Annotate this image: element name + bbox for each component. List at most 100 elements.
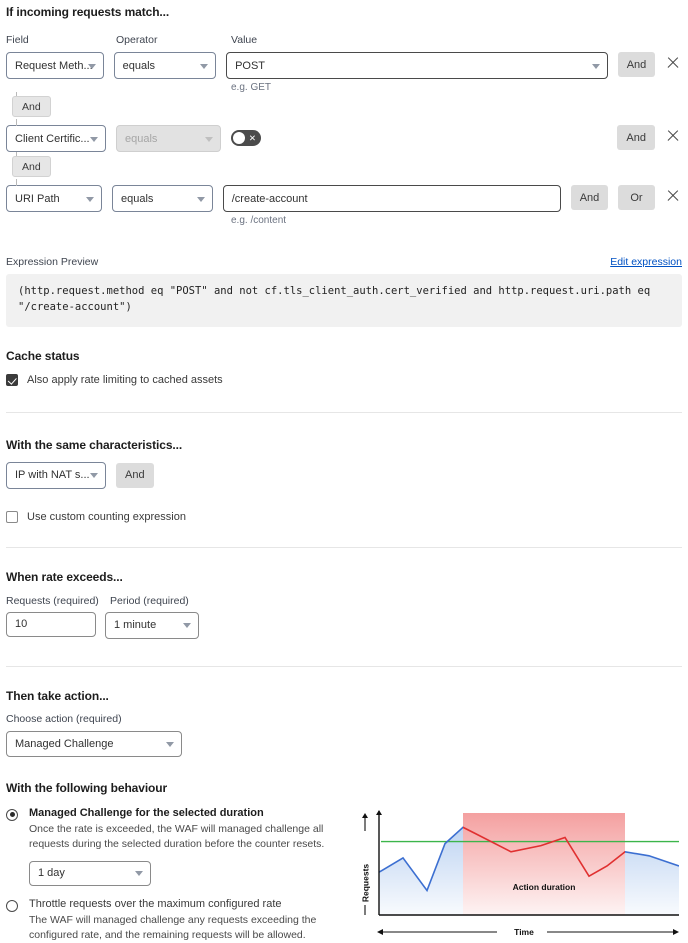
and-button-row-0[interactable]: And: [618, 52, 655, 77]
match-title: If incoming requests match...: [6, 5, 170, 19]
column-header-field: Field: [6, 34, 29, 46]
connector-line-top: [16, 92, 17, 99]
and-button-row-1[interactable]: And: [617, 125, 655, 150]
rate-title: When rate exceeds...: [6, 569, 123, 584]
option-1-desc: The WAF will managed challenge any reque…: [29, 913, 317, 942]
operator-select-1: equals: [116, 125, 221, 152]
chevron-down-icon: [135, 871, 143, 877]
divider: [6, 411, 682, 413]
rate-section: When rate exceeds... Requests (required)…: [6, 570, 682, 639]
expression-preview-text: (http.request.method eq "POST" and not c…: [6, 274, 682, 327]
and-connector-chip-0[interactable]: And: [12, 96, 51, 117]
and-connector-0: And: [6, 92, 682, 126]
rate-limit-chart: Requests Time Action duration: [361, 809, 679, 937]
behaviour-options: Managed Challenge for the selected durat…: [6, 807, 345, 943]
chevron-down-icon: [166, 741, 174, 747]
edit-expression-link[interactable]: Edit expression: [610, 256, 682, 268]
radio-throttle[interactable]: [6, 899, 18, 912]
field-select-2[interactable]: URI Path: [6, 185, 103, 212]
chevron-down-icon: [200, 63, 209, 69]
column-header-operator: Operator: [116, 34, 158, 46]
and-connector-chip-1[interactable]: And: [12, 156, 51, 177]
cert-verified-toggle[interactable]: ✕: [231, 130, 261, 146]
duration-select-value: 1 day: [38, 867, 65, 880]
rule-rows: Request Meth... equals POST And e.g. GET: [6, 52, 682, 226]
requests-label: Requests (required): [6, 594, 99, 607]
field-select-0[interactable]: Request Meth...: [6, 52, 104, 79]
connector-line-bottom: [16, 179, 17, 186]
rule-row: Client Certific... equals ✕ And: [6, 125, 682, 153]
behaviour-title: With the following behaviour: [6, 780, 168, 795]
custom-counting-label: Use custom counting expression: [27, 510, 186, 523]
svg-text:Requests: Requests: [361, 863, 371, 902]
chevron-down-icon: [87, 63, 96, 69]
option-1-title: Throttle requests over the maximum confi…: [29, 897, 282, 910]
remove-row-0-icon[interactable]: [664, 52, 682, 74]
custom-counting-checkbox[interactable]: [6, 510, 18, 523]
characteristics-section: With the same characteristics... IP with…: [6, 438, 682, 523]
and-connector-1: And: [6, 152, 682, 186]
requests-input-value: 10: [15, 618, 28, 631]
chevron-down-icon: [205, 136, 213, 142]
operator-select-0[interactable]: equals: [113, 52, 217, 79]
characteristic-select-value: IP with NAT s...: [15, 469, 90, 482]
chevron-down-icon: [183, 623, 191, 629]
radio-managed-challenge[interactable]: [6, 808, 18, 821]
expression-preview-section: Expression Preview Edit expression (http…: [6, 256, 682, 327]
rule-row: URI Path equals /create-account And Or e…: [6, 185, 682, 226]
expression-preview-label: Expression Preview: [6, 256, 99, 268]
characteristic-select[interactable]: IP with NAT s...: [6, 461, 106, 489]
remove-row-2-icon[interactable]: [664, 185, 682, 207]
value-select-0[interactable]: POST: [226, 52, 608, 79]
cache-assets-checkbox[interactable]: [6, 373, 18, 386]
operator-select-1-value: equals: [125, 132, 158, 145]
and-button-row-2[interactable]: And: [571, 185, 608, 210]
option-0-title: Managed Challenge for the selected durat…: [29, 806, 264, 819]
chevron-down-icon: [196, 196, 205, 202]
cache-assets-label: Also apply rate limiting to cached asset…: [27, 373, 223, 386]
match-section: If incoming requests match... Field Oper…: [6, 0, 682, 226]
operator-select-2[interactable]: equals: [112, 185, 213, 212]
toggle-knob: [233, 132, 245, 144]
divider: [6, 665, 682, 667]
toggle-off-icon: ✕: [248, 132, 256, 143]
behaviour-section: With the following behaviour Managed Cha…: [6, 781, 682, 943]
characteristic-and-button[interactable]: And: [116, 462, 154, 488]
action-title: Then take action...: [6, 688, 109, 703]
rule-row: Request Meth... equals POST And e.g. GET: [6, 52, 682, 93]
period-select-value: 1 minute: [114, 619, 157, 632]
requests-input[interactable]: 10: [6, 611, 96, 637]
period-select[interactable]: 1 minute: [105, 611, 199, 639]
value-hint-2: e.g. /content: [231, 215, 287, 226]
or-button-row-2[interactable]: Or: [618, 185, 655, 210]
value-input-2[interactable]: /create-account: [222, 185, 561, 212]
option-0-desc: Once the rate is exceeded, the WAF will …: [29, 822, 325, 850]
behaviour-option-throttle[interactable]: Throttle requests over the maximum confi…: [6, 898, 345, 943]
field-select-1[interactable]: Client Certific...: [6, 125, 106, 152]
characteristics-title: With the same characteristics...: [6, 437, 183, 452]
chevron-down-icon: [90, 136, 98, 142]
action-select-value: Managed Challenge: [15, 737, 114, 750]
chevron-down-icon: [592, 63, 600, 69]
column-header-value: Value: [231, 34, 258, 46]
chevron-down-icon: [90, 473, 98, 479]
field-select-2-value: URI Path: [15, 192, 60, 205]
connector-line-bottom: [16, 119, 17, 126]
value-hint-0: e.g. GET: [231, 82, 272, 93]
duration-select[interactable]: 1 day: [29, 860, 151, 886]
connector-line-top: [16, 152, 17, 159]
value-input-2-value: /create-account: [231, 192, 308, 205]
operator-select-0-value: equals: [122, 59, 156, 72]
chevron-down-icon: [86, 196, 95, 202]
cache-status-section: Cache status Also apply rate limiting to…: [6, 349, 682, 386]
behaviour-option-managed-challenge[interactable]: Managed Challenge for the selected durat…: [6, 807, 345, 886]
field-select-1-value: Client Certific...: [15, 132, 90, 145]
divider: [6, 546, 682, 548]
period-label: Period (required): [110, 594, 189, 607]
match-column-headers: Field Operator Value: [6, 34, 682, 46]
action-select[interactable]: Managed Challenge: [6, 730, 182, 757]
svg-text:Action duration: Action duration: [513, 882, 576, 892]
cache-status-title: Cache status: [6, 348, 80, 363]
remove-row-1-icon[interactable]: [664, 125, 682, 147]
